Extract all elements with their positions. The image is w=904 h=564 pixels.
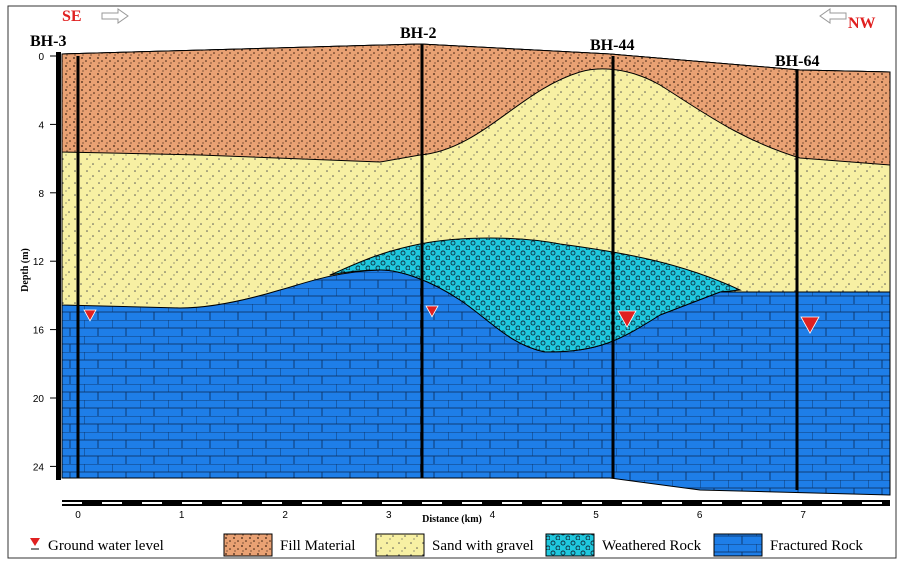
x-tick-label: 4 xyxy=(490,510,496,521)
legend-label: Fill Material xyxy=(280,538,355,554)
borehole-label: BH-44 xyxy=(590,37,634,54)
x-tick-label: 0 xyxy=(75,510,81,521)
legend-label: Weathered Rock xyxy=(602,538,702,554)
legend-label: Sand with gravel xyxy=(432,538,534,554)
legend: Ground water level Fill Material Sand wi… xyxy=(30,534,863,556)
axis-label: Distance (km) xyxy=(422,514,482,525)
y-tick-label: 12 xyxy=(33,257,45,268)
borehole-label: BH-2 xyxy=(400,25,436,42)
borehole-label: BH-64 xyxy=(775,53,819,70)
x-tick-label: 1 xyxy=(179,510,185,521)
x-tick-label: 3 xyxy=(386,510,392,521)
y-tick-label: 0 xyxy=(38,52,44,63)
borehole-label: BH-3 xyxy=(30,33,66,50)
y-tick-label: 20 xyxy=(33,394,45,405)
layers xyxy=(62,44,890,495)
legend-label: Fractured Rock xyxy=(770,538,863,554)
direction-label: NW xyxy=(848,15,876,32)
legend-swatch xyxy=(546,534,594,556)
depth-axis-bar xyxy=(56,52,61,480)
legend-swatch xyxy=(376,534,424,556)
legend-swatch xyxy=(224,534,272,556)
arrow-left xyxy=(820,9,846,23)
axis-label: Depth (m) xyxy=(20,248,31,292)
cross-section: BH-3 BH-2 BH-44 BH-64 SE NW Depth (m) Dista… xyxy=(0,0,904,564)
y-tick-label: 16 xyxy=(33,326,45,337)
x-tick-label: 7 xyxy=(800,510,806,521)
legend-label: Ground water level xyxy=(48,538,164,554)
y-tick-label: 8 xyxy=(38,189,44,200)
y-tick-label: 4 xyxy=(38,120,44,131)
legend-symbol xyxy=(30,538,40,546)
arrow-right xyxy=(102,9,128,23)
legend-swatch xyxy=(714,534,762,556)
x-tick-label: 2 xyxy=(282,510,288,521)
direction-label: SE xyxy=(62,8,82,25)
x-tick-label: 6 xyxy=(697,510,703,521)
y-tick-label: 24 xyxy=(33,462,45,473)
x-tick-label: 5 xyxy=(593,510,599,521)
